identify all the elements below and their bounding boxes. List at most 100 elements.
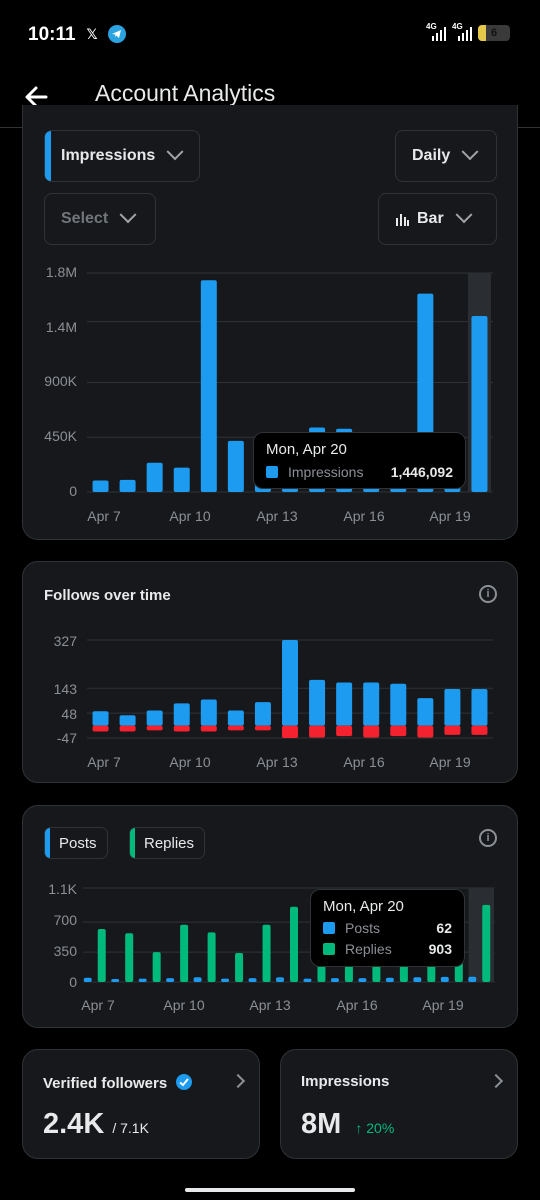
page-title: Account Analytics [95, 80, 276, 106]
posts-bar [83, 977, 92, 982]
signal-icon: 4G [426, 22, 446, 41]
status-time: 10:11 [28, 24, 76, 45]
unfollows-bar [417, 725, 434, 738]
verified-followers-title: Verified followers [43, 1073, 193, 1092]
follows-gained-bar [227, 710, 244, 726]
unfollows-bar [336, 725, 353, 737]
follows-gained-bar [254, 702, 271, 726]
replies-accent [130, 828, 135, 858]
posts-bar [248, 978, 257, 982]
impressions-total: 8M [301, 1108, 342, 1140]
chart-type-dropdown[interactable]: Bar [378, 193, 497, 245]
posts-accent [45, 828, 50, 858]
chart-type-label: Bar [417, 210, 444, 227]
impressions-chart-card: Impressions Daily Select Bar 1.8M 1.4M 9… [22, 105, 518, 540]
impressions-bar [119, 479, 136, 492]
follows-gained-bar [200, 699, 217, 726]
home-indicator[interactable] [185, 1188, 355, 1192]
posts-bar [303, 978, 312, 982]
x-tick-label: Apr 7 [87, 754, 121, 770]
impressions-bar [471, 316, 488, 492]
follows-gained-bar [417, 698, 434, 726]
impressions-bar [146, 462, 163, 492]
chevron-right-icon [488, 1073, 504, 1089]
impressions-summary-title: Impressions [301, 1073, 390, 1090]
unfollows-bar [146, 725, 163, 731]
replies-bar [290, 906, 298, 982]
unfollows-bar [119, 725, 136, 732]
follows-gained-bar [282, 640, 298, 726]
y-tick-label: -47 [56, 730, 77, 746]
x-tick-label: Apr 10 [169, 754, 211, 770]
y-tick-label: 350 [53, 943, 77, 959]
replies-bar [97, 929, 106, 982]
compare-dropdown[interactable]: Select [44, 193, 156, 245]
unfollows-bar [254, 725, 271, 731]
posts-bar [166, 978, 175, 982]
tooltip-date: Mon, Apr 20 [266, 441, 347, 458]
back-arrow-icon[interactable] [20, 80, 54, 114]
compare-dropdown-label: Select [61, 210, 109, 227]
verified-followers-card[interactable]: Verified followers 2.4K / 7.1K [22, 1049, 260, 1159]
follows-gained-bar [444, 689, 461, 726]
posts-replies-tooltip: Mon, Apr 20 Posts 62 Replies 903 [310, 889, 465, 967]
status-bar: 10:11 𝕏 4G 4G 6 [0, 0, 540, 70]
posts-bar [440, 976, 449, 982]
unfollows-bar [390, 725, 407, 737]
follows-gained-bar [92, 711, 109, 726]
follows-bar-chart[interactable] [23, 562, 519, 784]
unfollows-bar [309, 725, 326, 738]
y-tick-label: 0 [69, 974, 77, 990]
y-tick-label: 450K [44, 428, 77, 444]
y-tick-label: 327 [53, 633, 77, 649]
tooltip-replies-value: 903 [428, 941, 452, 957]
impressions-bar [200, 280, 217, 492]
tooltip-value: 1,446,092 [390, 464, 453, 480]
unfollows-bar [471, 725, 488, 735]
verified-followers-count: 2.4K [43, 1108, 105, 1140]
follows-gained-bar [309, 679, 326, 726]
y-tick-label: 1.4M [45, 319, 77, 335]
period-dropdown[interactable]: Daily [395, 130, 497, 182]
impressions-summary-card[interactable]: Impressions 8M ↑ 20% [280, 1049, 518, 1159]
posts-bar [468, 976, 477, 982]
replies-bar [482, 904, 491, 982]
tooltip-replies-label: Replies [345, 941, 392, 957]
y-tick-label: 0 [69, 483, 77, 499]
bar-chart-icon [396, 214, 409, 226]
unfollows-bar [200, 725, 217, 732]
unfollows-bar [227, 725, 244, 731]
follows-gained-bar [173, 703, 190, 726]
follows-gained-bar [471, 689, 488, 726]
period-dropdown-label: Daily [412, 147, 451, 164]
status-indicators: 4G 4G 6 [426, 22, 510, 41]
info-icon[interactable]: i [479, 585, 497, 603]
replies-bar [235, 952, 244, 982]
replies-legend-swatch [323, 943, 335, 955]
metric-accent [45, 131, 51, 181]
impressions-bar [227, 440, 244, 492]
x-tick-label: Apr 16 [336, 997, 378, 1013]
y-tick-label: 48 [61, 706, 77, 722]
replies-legend-label: Replies [144, 834, 195, 852]
info-icon[interactable]: i [479, 829, 497, 847]
impressions-tooltip: Mon, Apr 20 Impressions 1,446,092 [253, 432, 466, 489]
follows-card-title: Follows over time [44, 587, 171, 604]
replies-bar [207, 932, 216, 982]
follows-chart-card: Follows over time i 327 143 48 -47 Apr 7… [22, 561, 518, 783]
metric-dropdown[interactable]: Impressions [44, 130, 200, 182]
posts-bar [111, 979, 120, 982]
unfollows-bar [173, 725, 190, 732]
follows-gained-bar [363, 682, 380, 726]
x-tick-label: Apr 10 [169, 508, 211, 524]
total-followers-count: / 7.1K [112, 1120, 149, 1136]
x-tick-label: Apr 19 [429, 754, 471, 770]
posts-bar [330, 978, 339, 982]
x-tick-label: Apr 7 [87, 508, 121, 524]
posts-bar [138, 978, 147, 982]
posts-bar [221, 978, 230, 982]
replies-legend-toggle[interactable]: Replies [129, 827, 205, 859]
posts-bar [385, 977, 394, 982]
posts-legend-toggle[interactable]: Posts [44, 827, 108, 859]
impressions-change: ↑ 20% [355, 1120, 395, 1136]
